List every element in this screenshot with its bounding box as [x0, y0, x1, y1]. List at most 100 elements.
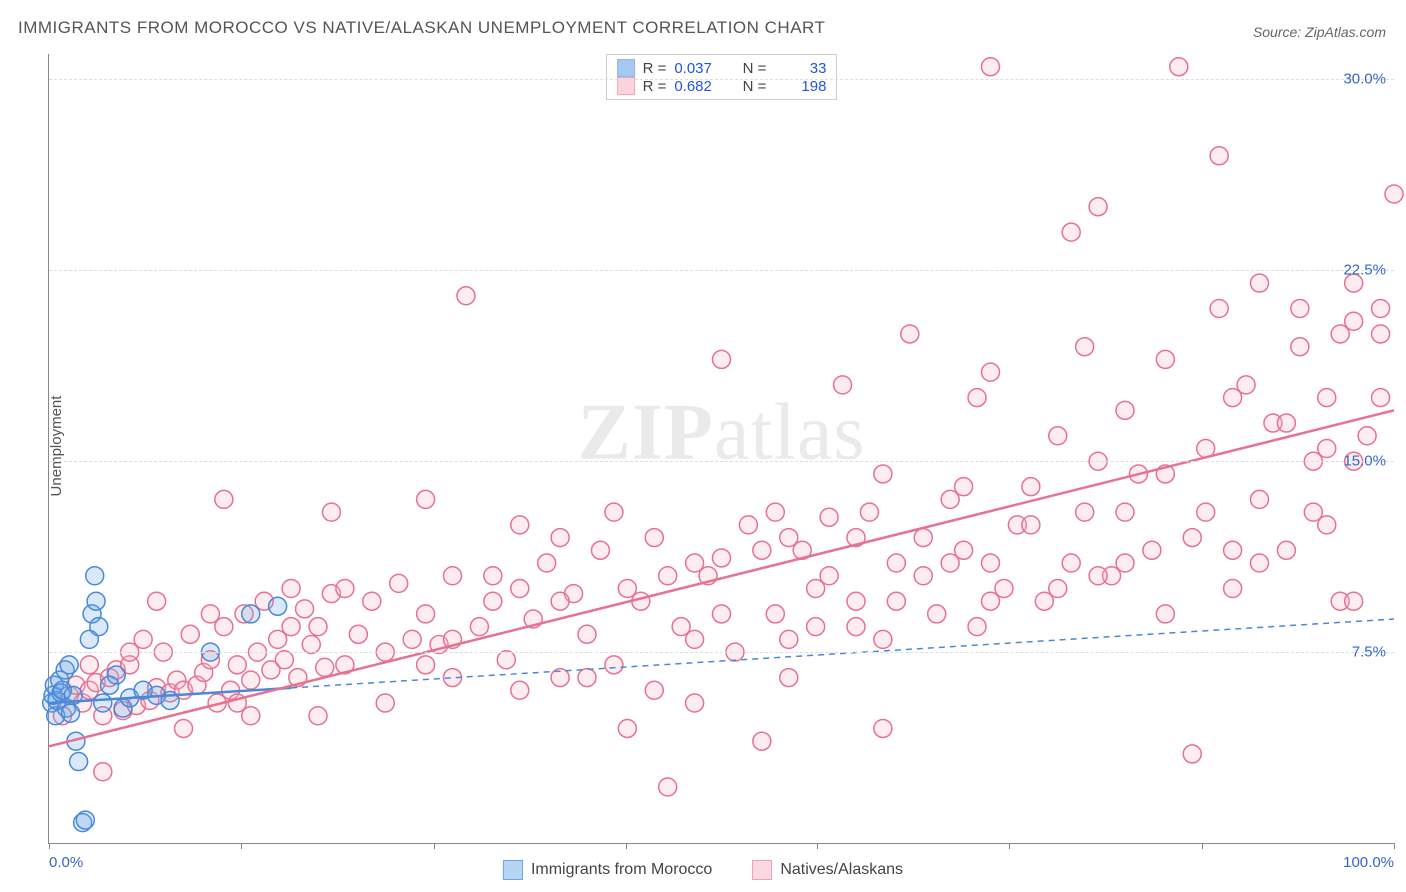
scatter-point: [1022, 516, 1040, 534]
scatter-point: [80, 656, 98, 674]
legend-item: Immigrants from Morocco: [503, 860, 712, 880]
scatter-point: [807, 618, 825, 636]
scatter-point: [349, 625, 367, 643]
scatter-point: [309, 707, 327, 725]
legend-item: Natives/Alaskans: [752, 860, 903, 880]
r-label: R =: [643, 60, 667, 77]
scatter-point: [269, 597, 287, 615]
scatter-point: [1116, 401, 1134, 419]
scatter-point: [1170, 58, 1188, 76]
scatter-point: [874, 719, 892, 737]
scatter-point: [1277, 541, 1295, 559]
scatter-point: [302, 635, 320, 653]
scatter-point: [874, 465, 892, 483]
scatter-point: [968, 618, 986, 636]
scatter-point: [1197, 503, 1215, 521]
scatter-point: [766, 605, 784, 623]
scatter-point: [457, 287, 475, 305]
scatter-point: [511, 579, 529, 597]
scatter-point: [928, 605, 946, 623]
scatter-point: [605, 503, 623, 521]
x-tick: [434, 843, 435, 849]
scatter-point: [713, 350, 731, 368]
x-tick-label: 100.0%: [1343, 854, 1394, 871]
scatter-point: [1385, 185, 1403, 203]
scatter-point: [1156, 350, 1174, 368]
plot-area: ZIPatlas R =0.037 N =33R =0.682 N =198 7…: [48, 54, 1394, 844]
scatter-point: [982, 592, 1000, 610]
x-tick: [1394, 843, 1395, 849]
scatter-point: [86, 567, 104, 585]
scatter-point: [578, 669, 596, 687]
correlation-row: R =0.037 N =33: [617, 59, 827, 77]
scatter-point: [70, 753, 88, 771]
scatter-point: [551, 529, 569, 547]
scatter-point: [282, 579, 300, 597]
scatter-point: [1291, 338, 1309, 356]
scatter-point: [90, 618, 108, 636]
source-attribution: Source: ZipAtlas.com: [1253, 24, 1386, 40]
scatter-point: [780, 630, 798, 648]
x-tick: [49, 843, 50, 849]
x-tick: [241, 843, 242, 849]
scatter-point: [1251, 274, 1269, 292]
x-tick: [1202, 843, 1203, 849]
scatter-point: [1062, 554, 1080, 572]
scatter-point: [1251, 554, 1269, 572]
scatter-point: [1291, 300, 1309, 318]
scatter-point: [834, 376, 852, 394]
scatter-point: [901, 325, 919, 343]
scatter-point: [713, 549, 731, 567]
scatter-point: [175, 719, 193, 737]
scatter-point: [1049, 579, 1067, 597]
scatter-point: [215, 490, 233, 508]
scatter-point: [181, 625, 199, 643]
scatter-point: [1076, 338, 1094, 356]
scatter-point: [659, 567, 677, 585]
x-tick: [1009, 843, 1010, 849]
scatter-point: [62, 704, 80, 722]
x-tick: [817, 843, 818, 849]
scatter-point: [739, 516, 757, 534]
scatter-point: [1062, 223, 1080, 241]
scatter-point: [60, 656, 78, 674]
scatter-point: [618, 719, 636, 737]
scatter-point: [1210, 300, 1228, 318]
y-tick-label: 15.0%: [1343, 453, 1386, 470]
scatter-point: [1183, 529, 1201, 547]
scatter-point: [316, 658, 334, 676]
scatter-point: [982, 363, 1000, 381]
scatter-point: [511, 516, 529, 534]
y-tick-label: 7.5%: [1352, 644, 1386, 661]
scatter-point: [76, 811, 94, 829]
scatter-point: [242, 605, 260, 623]
legend-swatch: [503, 860, 523, 880]
scatter-point: [941, 554, 959, 572]
scatter-point: [713, 605, 731, 623]
scatter-point: [753, 541, 771, 559]
scatter-point: [914, 567, 932, 585]
scatter-point: [444, 567, 462, 585]
scatter-point: [148, 592, 166, 610]
scatter-point: [484, 567, 502, 585]
scatter-point: [1116, 503, 1134, 521]
scatter-point: [659, 778, 677, 796]
legend-label: Natives/Alaskans: [780, 861, 903, 879]
gridline: [49, 270, 1394, 271]
scatter-point: [1089, 567, 1107, 585]
scatter-point: [753, 732, 771, 750]
scatter-point: [336, 579, 354, 597]
scatter-point: [887, 592, 905, 610]
scatter-point: [1318, 440, 1336, 458]
gridline: [49, 652, 1394, 653]
scatter-point: [780, 529, 798, 547]
scatter-point: [847, 592, 865, 610]
scatter-point: [1210, 147, 1228, 165]
scatter-point: [107, 666, 125, 684]
scatter-point: [322, 503, 340, 521]
scatter-point: [87, 592, 105, 610]
scatter-point: [511, 681, 529, 699]
scatter-point: [1372, 300, 1390, 318]
scatter-point: [1372, 325, 1390, 343]
scatter-point: [296, 600, 314, 618]
